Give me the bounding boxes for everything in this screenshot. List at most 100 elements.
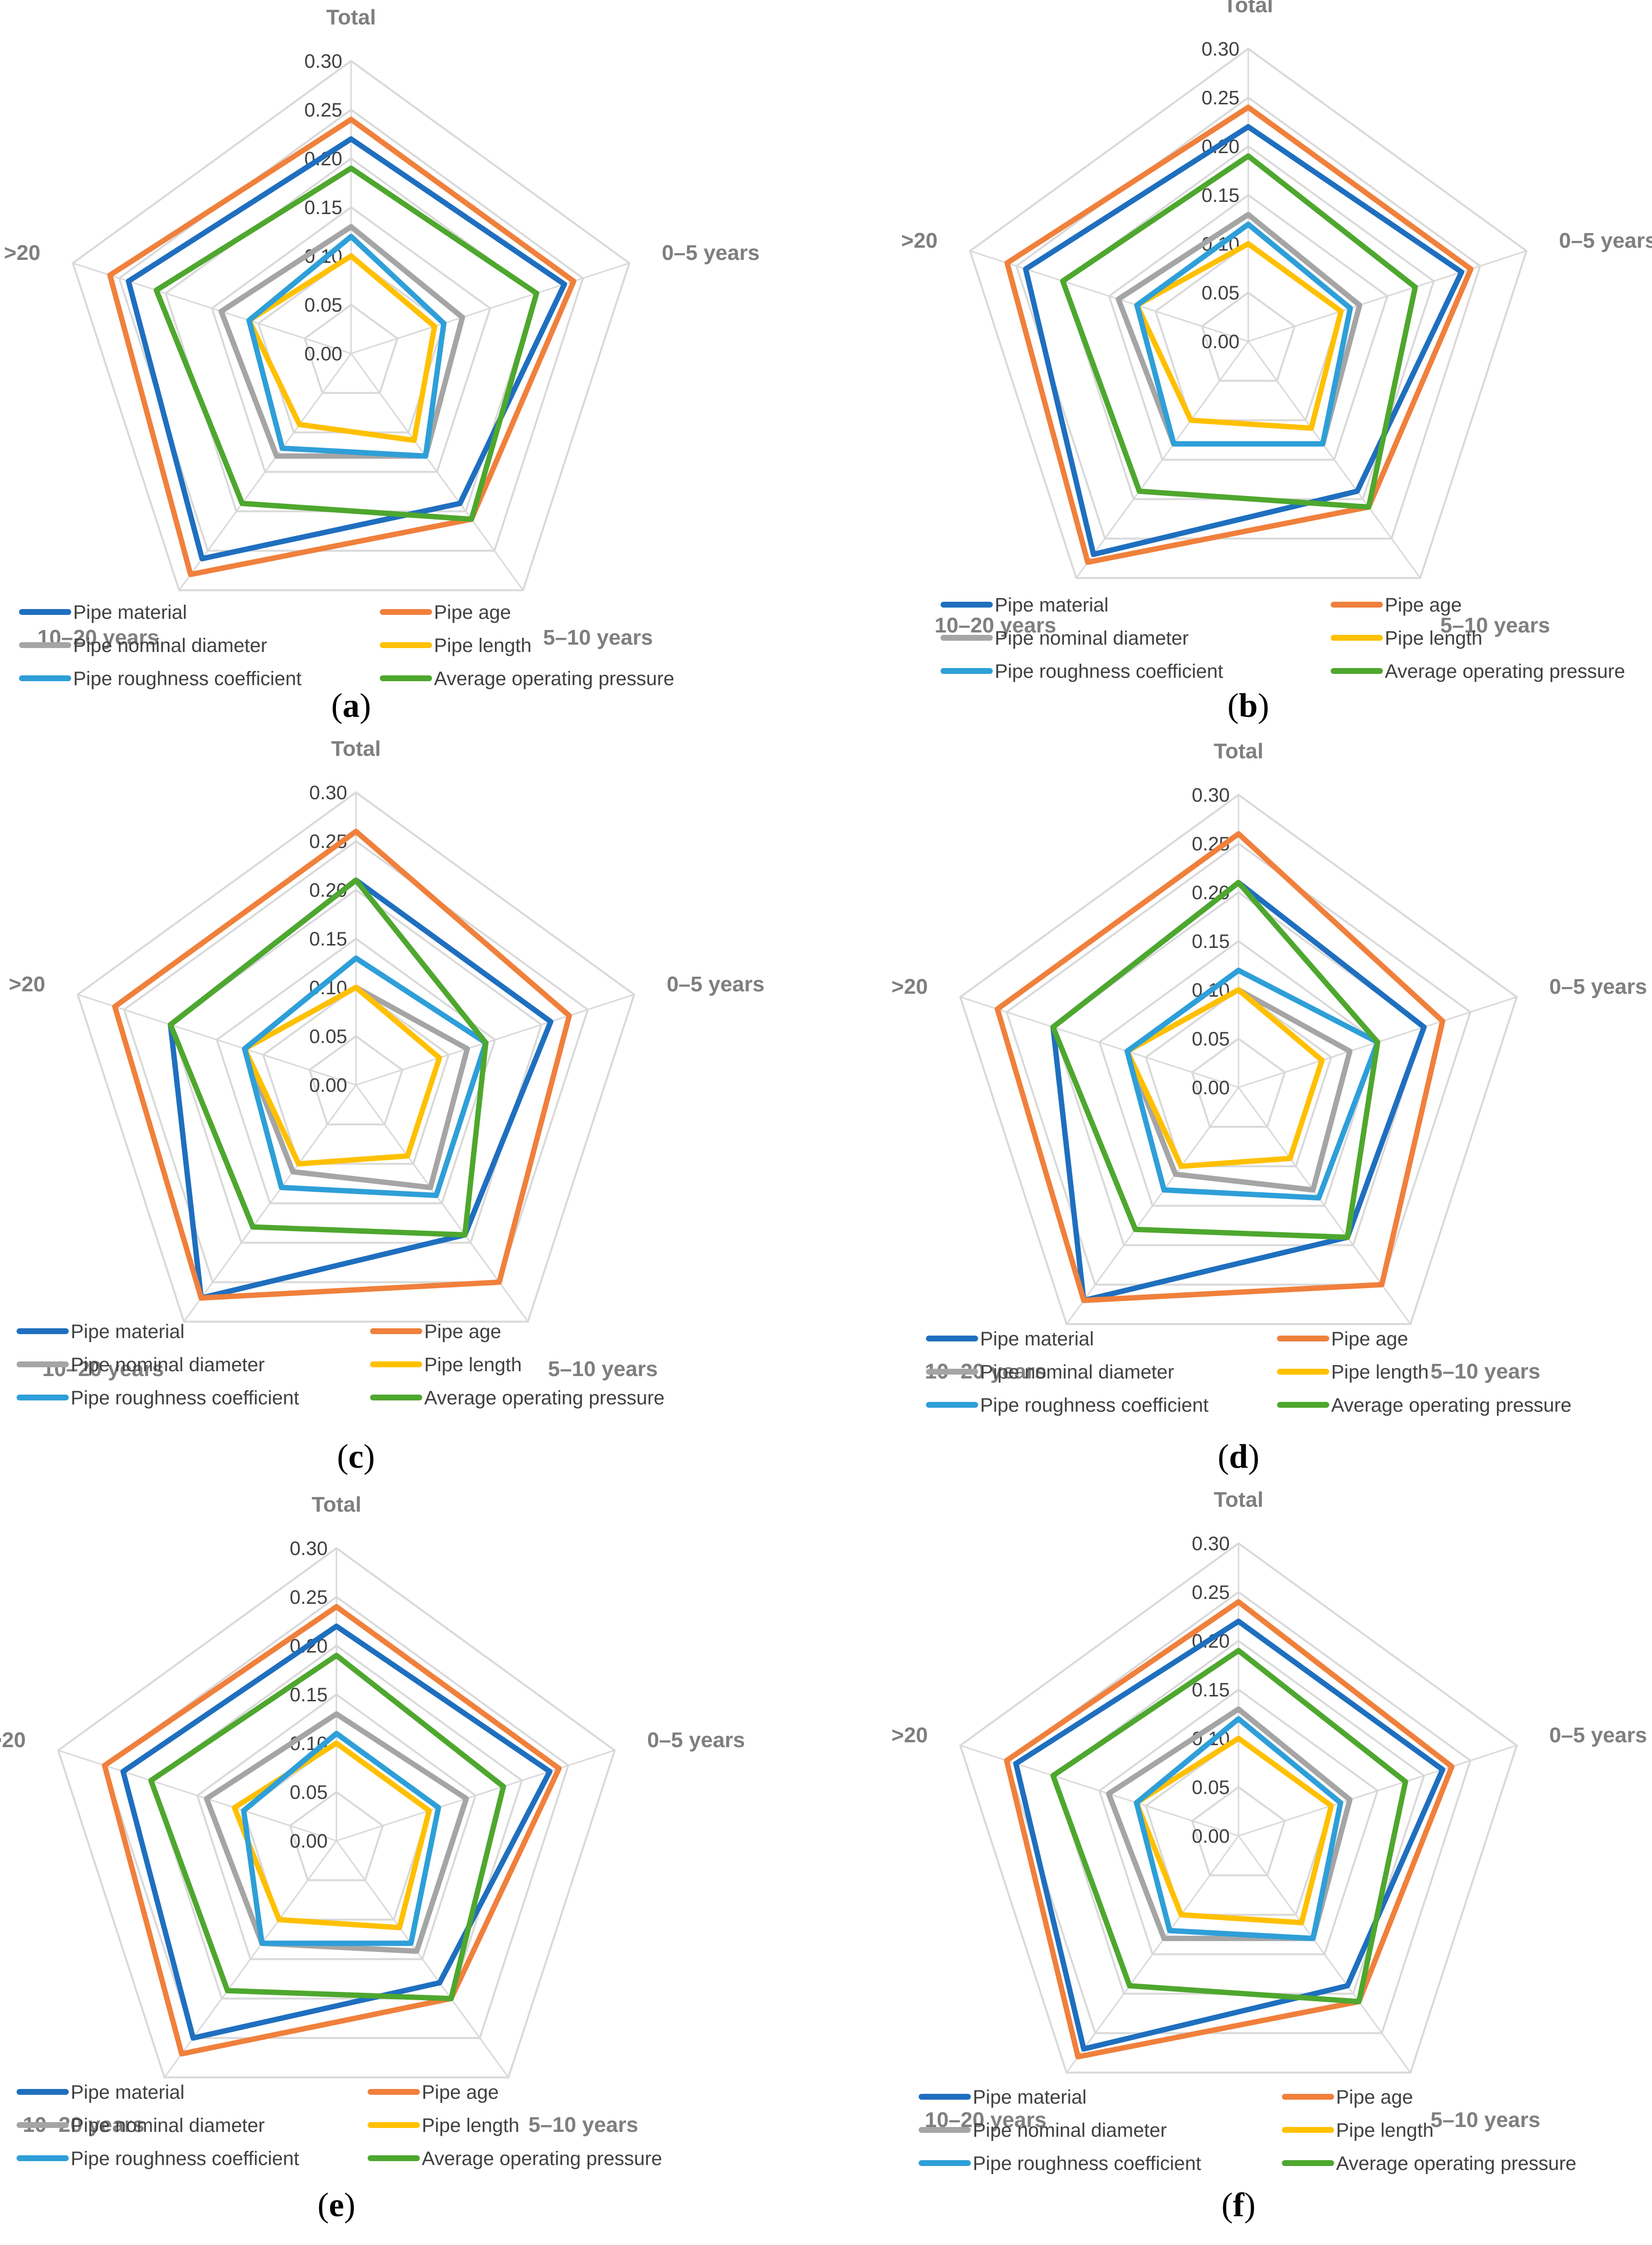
grid-ring	[123, 840, 589, 1283]
category-label: Total	[312, 1493, 361, 1516]
legend-label: Pipe length	[1331, 1361, 1429, 1383]
legend-label: Pipe material	[71, 1321, 184, 1342]
legend-label: Pipe material	[71, 2082, 184, 2103]
series-line	[241, 1731, 441, 1946]
tick-label: 0.15	[1192, 931, 1230, 952]
series-line	[218, 224, 465, 459]
legend-label: Pipe roughness coefficient	[73, 668, 301, 689]
grid-ring	[1191, 1037, 1286, 1128]
grid-spoke	[1247, 341, 1421, 579]
legend-label: Pipe nominal diameter	[71, 2115, 265, 2136]
legend-label: Pipe material	[973, 2087, 1086, 2108]
category-label: >20	[891, 1723, 928, 1747]
category-label: 0–5 years	[647, 1728, 745, 1752]
legend-label: Average operating pressure	[434, 668, 674, 689]
grid-ring	[289, 1791, 384, 1881]
category-label: 10–20 years	[42, 1357, 164, 1381]
category-label: Total	[1223, 0, 1273, 17]
series-line	[154, 165, 539, 522]
legend-label: Pipe length	[434, 635, 531, 656]
series-line	[126, 136, 567, 562]
grid-ring	[959, 1542, 1518, 2074]
legend-label: Pipe roughness coefficient	[71, 1387, 299, 1409]
grid-spoke	[355, 994, 635, 1086]
legend-label: Pipe nominal diameter	[73, 635, 267, 656]
tick-label: 0.30	[309, 782, 347, 804]
category-label: 5–10 years	[1431, 1359, 1540, 1383]
legend-label: Pipe length	[422, 2115, 519, 2136]
tick-label: 0.00	[1192, 1077, 1230, 1099]
grid-ring	[303, 303, 399, 394]
legend-label: Average operating pressure	[1385, 661, 1625, 682]
series-line	[242, 955, 489, 1198]
legend-label: Average operating pressure	[424, 1387, 665, 1409]
series-line	[1023, 124, 1464, 557]
legend-label: Pipe roughness coefficient	[995, 661, 1223, 682]
legend-label: Pipe age	[1336, 2087, 1413, 2108]
grid-spoke	[336, 1750, 615, 1842]
tick-label: 0.00	[1192, 1826, 1230, 1847]
legend-label: Average operating pressure	[1336, 2153, 1576, 2174]
legend-label: Pipe roughness coefficient	[71, 2148, 299, 2169]
grid-ring	[57, 1547, 616, 2079]
series-line	[112, 828, 572, 1301]
grid-ring	[1144, 988, 1333, 1167]
grid-spoke	[351, 262, 630, 354]
series-line	[102, 1604, 562, 2057]
panel-caption: (c)	[337, 1438, 375, 1476]
category-label: Total	[331, 737, 381, 761]
grid-spoke	[1238, 1835, 1411, 2073]
tick-label: 0.15	[1201, 185, 1239, 206]
grid-spoke	[178, 353, 352, 591]
tick-label: 0.15	[290, 1684, 328, 1706]
tick-label: 0.30	[1201, 39, 1239, 60]
tick-label: 0.00	[304, 343, 342, 365]
series-line	[1050, 1648, 1408, 2005]
series-line	[1134, 1716, 1343, 1941]
category-label: >20	[0, 1728, 26, 1752]
category-label: 5–10 years	[1440, 613, 1550, 637]
grid-spoke	[72, 262, 352, 354]
legend-label: Pipe length	[424, 1354, 522, 1376]
panel-caption: (d)	[1218, 1438, 1259, 1476]
legend-label: Pipe age	[422, 2082, 499, 2103]
legend-label: Pipe age	[1331, 1328, 1408, 1350]
series-line	[120, 1623, 552, 2041]
grid-ring	[77, 791, 635, 1323]
grid-ring	[196, 1693, 477, 1960]
series-line	[246, 234, 447, 459]
legend-label: Pipe nominal diameter	[71, 1354, 265, 1376]
category-label: Total	[1214, 1488, 1263, 1512]
tick-label: 0.00	[1201, 331, 1239, 353]
tick-label: 0.05	[290, 1782, 328, 1803]
tick-label: 0.05	[304, 295, 342, 316]
panel-caption: (f)	[1221, 2186, 1256, 2224]
grid-spoke	[1238, 1745, 1517, 1837]
tick-label: 0.15	[309, 928, 347, 950]
tick-label: 0.30	[1192, 785, 1230, 806]
legend-label: Pipe nominal diameter	[980, 1361, 1174, 1383]
tick-label: 0.05	[1192, 1777, 1230, 1798]
tick-label: 0.00	[309, 1075, 347, 1096]
grid-ring	[1108, 194, 1389, 461]
series-line	[1134, 221, 1353, 447]
grid-ring	[262, 986, 450, 1165]
tick-label: 0.05	[1192, 1028, 1230, 1050]
tick-label: 0.15	[304, 197, 342, 218]
tick-label: 0.15	[1192, 1679, 1230, 1701]
tick-label: 0.30	[304, 51, 342, 72]
grid-ring	[72, 59, 630, 591]
legend-label: Pipe material	[73, 602, 187, 623]
series-line	[232, 1740, 432, 1930]
tick-label: 0.05	[1201, 282, 1239, 304]
category-label: 5–10 years	[529, 2113, 638, 2137]
tick-label: 0.05	[309, 1026, 347, 1047]
category-label: 0–5 years	[1549, 1723, 1647, 1747]
grid-spoke	[77, 994, 356, 1086]
grid-spoke	[183, 1084, 357, 1322]
panel-caption: (b)	[1227, 687, 1269, 725]
grid-ring	[1098, 1688, 1379, 1955]
